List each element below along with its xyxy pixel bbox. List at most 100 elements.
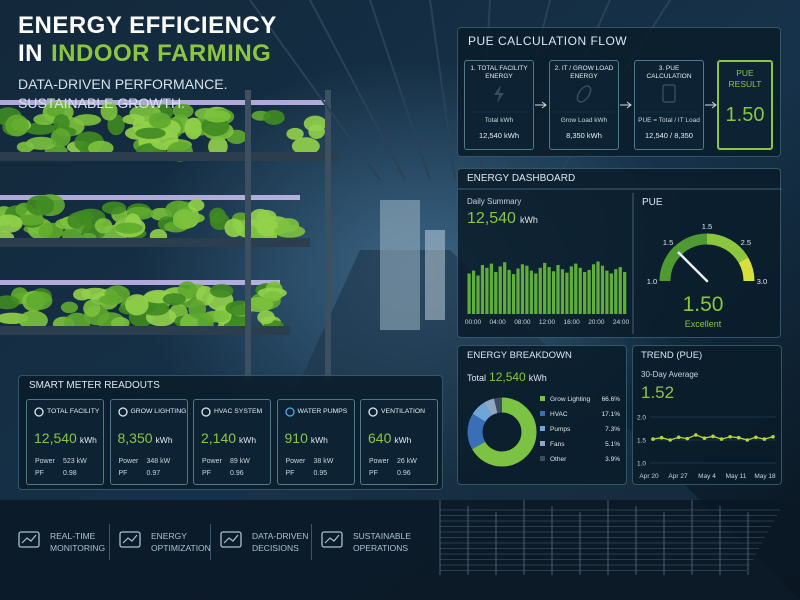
title-highlight: INDOOR FARMING: [51, 40, 272, 67]
step-metric: PUE = Total / IT Load: [638, 117, 700, 124]
bar: [480, 265, 485, 314]
meter-value: 640: [368, 430, 392, 446]
legend-swatch: [540, 411, 545, 416]
leaf: [148, 112, 172, 129]
leaf: [224, 218, 244, 238]
step-value: 8,350 kWh: [566, 131, 602, 140]
bar: [565, 272, 569, 314]
leaf: [188, 299, 207, 319]
leaf: [257, 310, 275, 325]
meter-unit: kWh: [155, 435, 173, 445]
bar: [623, 272, 627, 314]
gauge-tick-label: 2.5: [741, 238, 751, 247]
power-value: 26 kW: [397, 458, 417, 465]
icon-shape: [368, 407, 378, 417]
bar: [525, 265, 529, 314]
feature-line: SUSTAINABLE: [353, 531, 411, 541]
title: ENERGY EFFICIENCY: [18, 12, 277, 39]
leaf: [184, 117, 203, 140]
value-label: 5.1%: [605, 441, 620, 448]
x-tick-label: Apr 27: [668, 473, 688, 480]
feature-separator: [311, 524, 312, 560]
bar: [485, 267, 489, 314]
bar: [596, 261, 600, 314]
meter-name: TOTAL FACILITY: [47, 408, 100, 415]
pue-flow-panel: PUE CALCULATION FLOW 1. TOTAL FACILITY EN…: [457, 27, 781, 157]
bar: [551, 271, 556, 314]
dashboard-graphics: 00:00 04:00 08:00 12:00 16:00 20:00 24:00 PUE 1.…: [458, 188, 782, 334]
feature-separator: [109, 524, 110, 560]
meter-icon: [284, 407, 295, 417]
x-tick-label: 12:00: [539, 319, 556, 326]
result-label: PUE RESULT: [728, 68, 762, 90]
trend-point: [676, 435, 681, 440]
flow-step: 3. PUE CALCULATION PUE = Total / IT Load 1…: [634, 60, 704, 150]
bar: [583, 272, 587, 314]
gauge-band: [738, 257, 755, 282]
leaf: [94, 218, 113, 234]
meter-unit: kWh: [79, 435, 97, 445]
leaf: [26, 195, 55, 216]
bar: [538, 267, 542, 314]
flow-arrow: [705, 101, 717, 109]
bar: [494, 272, 498, 314]
legend-label: HVAC: [550, 411, 568, 418]
shelf-post: [325, 90, 331, 380]
meter-reading: 640 kWh: [368, 430, 411, 446]
leaf: [135, 127, 166, 139]
icon-shape: [122, 534, 138, 544]
pue-result: PUE RESULT 1.50: [717, 60, 773, 150]
leaf: [47, 106, 65, 117]
meter-icon: [34, 407, 44, 417]
pf-label: PF: [118, 470, 128, 477]
pf-value: 0.98: [63, 470, 77, 477]
shelf: [0, 238, 310, 247]
icon-shape: [321, 531, 343, 548]
bar: [476, 275, 480, 314]
trend-point: [694, 433, 698, 437]
step-label: 1. TOTAL FACILITY ENERGY: [470, 65, 528, 81]
feature-icon: [18, 531, 40, 548]
leaf: [291, 137, 320, 155]
gauge-value: 1.50: [683, 293, 724, 316]
bar: [498, 266, 502, 314]
power-label: Power: [369, 458, 389, 465]
trend-point: [719, 437, 724, 441]
gauge-band: [706, 233, 749, 263]
icon-shape: [119, 531, 141, 548]
meter-name: VENTILATION: [381, 408, 426, 415]
flow-arrow: [535, 101, 547, 109]
x-tick-label: Apr 20: [639, 473, 659, 480]
power-value: 38 kW: [313, 458, 334, 465]
x-tick-label: 00:00: [465, 319, 482, 326]
gauge-needle: [677, 251, 709, 283]
icon-shape: [18, 531, 40, 548]
gauge-tick-label: 1.0: [647, 277, 657, 286]
leaf: [73, 288, 91, 301]
leaf: [26, 291, 53, 310]
leaf: [209, 207, 226, 224]
leaf: [114, 222, 143, 234]
meter-card: WATER PUMPS 910 kWh Power 38 kW PF 0.95: [276, 399, 355, 485]
leaf: [308, 124, 325, 139]
trend-point: [771, 434, 775, 439]
bar: [516, 268, 520, 314]
shelf: [0, 326, 290, 335]
trend-point: [651, 437, 655, 441]
leaf: [177, 281, 197, 299]
panel-title: TREND (PUE): [641, 350, 703, 361]
bar: [520, 264, 525, 314]
meter-reading: 910 kWh: [285, 430, 328, 446]
meter-card: GROW LIGHTING 8,350 kWh Power 348 kW PF 0.97: [109, 399, 188, 485]
gauge-tick-label: 3.0: [757, 277, 767, 286]
trend-point: [762, 437, 767, 441]
flow-arrow: [620, 101, 632, 109]
pf-value: 0.95: [313, 470, 328, 477]
leaf: [60, 301, 78, 314]
y-tick-label: 2.0: [637, 415, 646, 422]
legend-swatch: [540, 396, 545, 401]
meter-value: 8,350: [117, 430, 153, 446]
leaf: [286, 127, 304, 140]
bar: [609, 273, 613, 314]
feature-line: REAL-TIME: [50, 531, 96, 541]
